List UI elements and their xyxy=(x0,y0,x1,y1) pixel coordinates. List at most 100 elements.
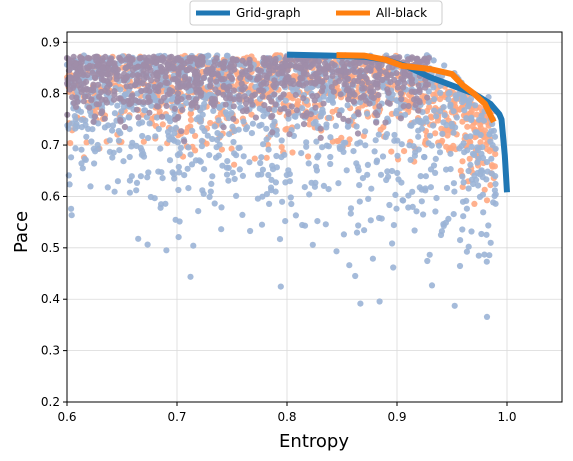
scatter-point xyxy=(383,131,391,138)
scatter-point xyxy=(478,112,485,119)
y-tick-label: 0.6 xyxy=(41,189,60,203)
scatter-point xyxy=(312,104,319,111)
scatter-point xyxy=(481,251,488,258)
scatter-point xyxy=(345,75,352,82)
scatter-point xyxy=(424,81,431,88)
scatter-point xyxy=(450,129,457,136)
scatter-point xyxy=(365,195,372,202)
scatter-point xyxy=(254,195,261,202)
scatter-point xyxy=(140,153,148,160)
scatter-point xyxy=(431,107,438,114)
scatter-point xyxy=(164,79,171,87)
scatter-point xyxy=(185,144,192,151)
scatter-point xyxy=(483,313,491,320)
scatter-point xyxy=(155,125,162,133)
scatter-point xyxy=(408,88,415,95)
scatter-point xyxy=(300,95,307,102)
scatter-point xyxy=(292,113,299,120)
scatter-point xyxy=(128,93,135,100)
scatter-point xyxy=(401,148,408,155)
scatter-point xyxy=(163,102,170,109)
scatter-point xyxy=(153,59,160,67)
scatter-point xyxy=(185,185,192,192)
scatter-point xyxy=(247,227,254,235)
scatter-point xyxy=(176,169,183,176)
scatter-point xyxy=(384,86,391,93)
scatter-point xyxy=(488,155,495,162)
scatter-point xyxy=(418,125,425,132)
scatter-point xyxy=(347,205,355,212)
scatter-point xyxy=(83,133,90,140)
scatter-point xyxy=(386,201,393,209)
scatter-point xyxy=(186,82,193,89)
y-axis-label: Pace xyxy=(11,211,32,253)
scatter-point xyxy=(162,68,169,75)
scatter-point xyxy=(448,120,455,127)
x-tick-label: 0.8 xyxy=(277,410,296,424)
scatter-point xyxy=(220,124,227,131)
scatter-point xyxy=(483,197,491,204)
scatter-point xyxy=(336,77,343,85)
scatter-point xyxy=(122,65,129,72)
scatter-point xyxy=(459,198,467,205)
scatter-point xyxy=(140,67,147,74)
scatter-point xyxy=(263,136,270,143)
scatter-point xyxy=(492,180,499,188)
scatter-point xyxy=(436,149,444,156)
scatter-point xyxy=(491,163,498,170)
scatter-point xyxy=(152,87,160,94)
scatter-point xyxy=(226,131,233,138)
scatter-point xyxy=(210,70,217,77)
scatter-point xyxy=(136,73,143,80)
scatter-point xyxy=(320,93,327,100)
scatter-point xyxy=(166,90,173,97)
scatter-point xyxy=(90,81,97,88)
scatter-point xyxy=(201,166,208,173)
scatter-point xyxy=(465,185,472,192)
scatter-point xyxy=(102,53,109,61)
scatter-point xyxy=(198,143,205,150)
scatter-point xyxy=(317,134,324,141)
scatter-point xyxy=(139,119,146,126)
scatter-point xyxy=(440,104,447,111)
scatter-point xyxy=(319,78,326,86)
scatter-point xyxy=(362,128,369,135)
scatter-point xyxy=(197,118,204,125)
scatter-point xyxy=(405,192,412,199)
scatter-point xyxy=(409,188,416,195)
scatter-point xyxy=(207,119,214,127)
scatter-point xyxy=(468,228,475,235)
scatter-point xyxy=(472,129,479,136)
scatter-point xyxy=(178,63,185,70)
scatter-point xyxy=(443,127,450,134)
scatter-point xyxy=(378,215,385,222)
scatter-point xyxy=(292,57,299,64)
scatter-point xyxy=(225,164,232,171)
scatter-point xyxy=(135,235,142,242)
scatter-point xyxy=(84,72,91,79)
scatter-point xyxy=(135,114,142,121)
scatter-point xyxy=(437,108,444,115)
scatter-point xyxy=(309,73,316,80)
scatter-point xyxy=(329,99,337,106)
scatter-point xyxy=(126,189,133,196)
scatter-point xyxy=(278,144,285,151)
scatter-point xyxy=(109,122,117,129)
scatter-point xyxy=(491,133,499,140)
scatter-point xyxy=(213,154,220,161)
scatter-point xyxy=(329,60,336,67)
scatter-point xyxy=(192,157,199,164)
scatter-point xyxy=(145,169,152,176)
scatter-point xyxy=(266,200,273,207)
scatter-point xyxy=(187,151,194,158)
scatter-point xyxy=(415,133,422,140)
scatter-point xyxy=(338,134,345,141)
scatter-point xyxy=(310,120,317,127)
scatter-point xyxy=(339,59,346,67)
scatter-point xyxy=(171,105,179,112)
scatter-point xyxy=(239,211,246,218)
scatter-point xyxy=(269,122,276,129)
scatter-point xyxy=(181,73,188,80)
scatter-point xyxy=(186,65,193,72)
scatter-point xyxy=(405,102,412,110)
